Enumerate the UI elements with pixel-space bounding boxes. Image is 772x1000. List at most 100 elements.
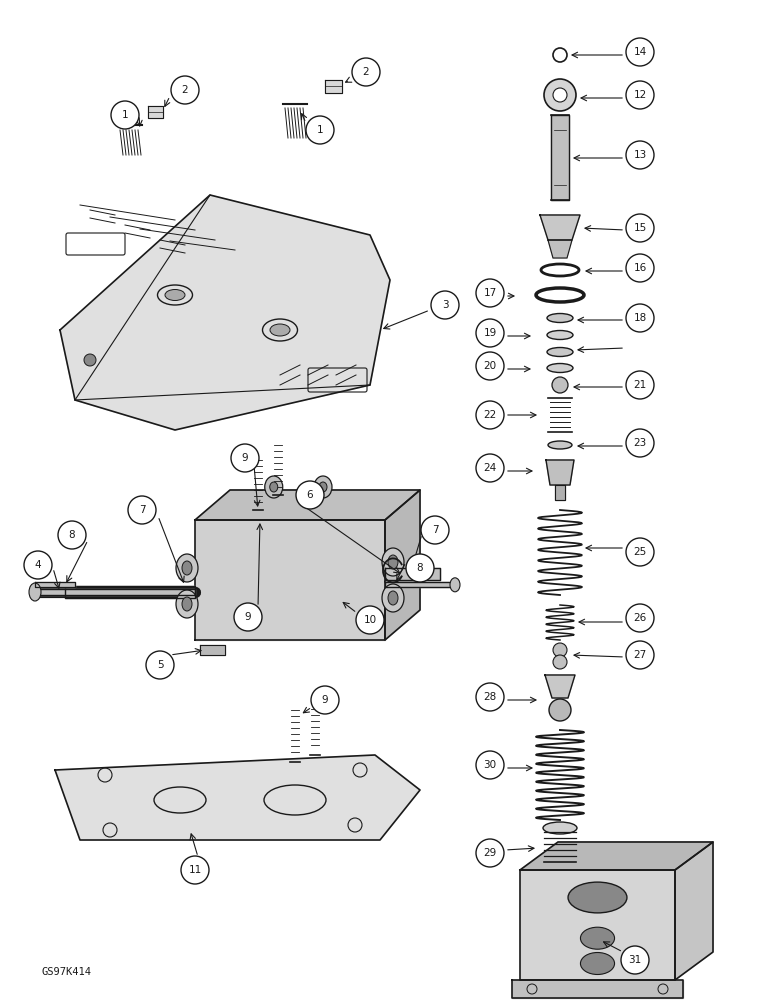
Ellipse shape <box>568 882 627 913</box>
Text: 2: 2 <box>181 85 188 95</box>
Ellipse shape <box>165 290 185 300</box>
Text: 10: 10 <box>364 615 377 625</box>
Text: 1: 1 <box>122 110 128 120</box>
Polygon shape <box>385 490 420 640</box>
Ellipse shape <box>269 482 278 492</box>
Text: 31: 31 <box>628 955 642 965</box>
Ellipse shape <box>547 348 573 357</box>
Text: 14: 14 <box>633 47 647 57</box>
Circle shape <box>311 686 339 714</box>
Polygon shape <box>512 980 683 998</box>
Circle shape <box>128 496 156 524</box>
Polygon shape <box>385 582 455 587</box>
Polygon shape <box>325 80 342 93</box>
Text: 8: 8 <box>417 563 423 573</box>
Circle shape <box>621 946 649 974</box>
Ellipse shape <box>29 583 41 601</box>
Circle shape <box>626 641 654 669</box>
Circle shape <box>476 319 504 347</box>
Polygon shape <box>35 589 195 595</box>
Circle shape <box>476 352 504 380</box>
Circle shape <box>553 643 567 657</box>
Circle shape <box>306 116 334 144</box>
Polygon shape <box>555 485 565 500</box>
Polygon shape <box>551 115 569 200</box>
Ellipse shape <box>182 597 192 611</box>
Circle shape <box>406 554 434 582</box>
Circle shape <box>553 88 567 102</box>
Text: 9: 9 <box>322 695 328 705</box>
Text: 17: 17 <box>483 288 496 298</box>
Text: 12: 12 <box>633 90 647 100</box>
Circle shape <box>352 58 380 86</box>
Circle shape <box>626 538 654 566</box>
Text: 8: 8 <box>69 530 76 540</box>
Polygon shape <box>35 582 75 587</box>
Ellipse shape <box>543 822 577 834</box>
Text: 6: 6 <box>306 490 313 500</box>
Circle shape <box>476 454 504 482</box>
Text: 4: 4 <box>35 560 42 570</box>
Polygon shape <box>65 586 195 598</box>
Text: GS97K414: GS97K414 <box>42 967 92 977</box>
Polygon shape <box>520 870 675 980</box>
Ellipse shape <box>547 363 573 372</box>
Text: 15: 15 <box>633 223 647 233</box>
Circle shape <box>356 606 384 634</box>
Text: 30: 30 <box>483 760 496 770</box>
Circle shape <box>296 481 324 509</box>
Circle shape <box>626 141 654 169</box>
Text: 26: 26 <box>633 613 647 623</box>
Circle shape <box>231 444 259 472</box>
Text: 21: 21 <box>633 380 647 390</box>
Circle shape <box>552 377 568 393</box>
Text: 5: 5 <box>157 660 164 670</box>
Ellipse shape <box>581 952 615 974</box>
Ellipse shape <box>319 482 327 492</box>
Circle shape <box>476 839 504 867</box>
Ellipse shape <box>176 590 198 618</box>
Circle shape <box>234 603 262 631</box>
Polygon shape <box>540 215 580 240</box>
Text: 9: 9 <box>242 453 249 463</box>
Ellipse shape <box>314 476 332 498</box>
Circle shape <box>476 683 504 711</box>
Circle shape <box>111 101 139 129</box>
Ellipse shape <box>382 584 404 612</box>
Text: 19: 19 <box>483 328 496 338</box>
Ellipse shape <box>265 476 283 498</box>
Text: 11: 11 <box>188 865 201 875</box>
Polygon shape <box>675 842 713 980</box>
Text: 1: 1 <box>317 125 323 135</box>
Text: 29: 29 <box>483 848 496 858</box>
Circle shape <box>626 429 654 457</box>
Circle shape <box>626 214 654 242</box>
Circle shape <box>549 699 571 721</box>
Circle shape <box>476 279 504 307</box>
Ellipse shape <box>270 324 290 336</box>
Polygon shape <box>520 842 713 870</box>
Circle shape <box>476 751 504 779</box>
Circle shape <box>146 651 174 679</box>
Ellipse shape <box>547 314 573 322</box>
Ellipse shape <box>176 554 198 582</box>
Ellipse shape <box>548 441 572 449</box>
Ellipse shape <box>547 330 573 340</box>
Text: 25: 25 <box>633 547 647 557</box>
Text: 7: 7 <box>432 525 438 535</box>
Circle shape <box>626 371 654 399</box>
Circle shape <box>431 291 459 319</box>
Circle shape <box>553 655 567 669</box>
Polygon shape <box>546 460 574 485</box>
Circle shape <box>544 79 576 111</box>
Text: 27: 27 <box>633 650 647 660</box>
Ellipse shape <box>450 578 460 592</box>
Circle shape <box>626 81 654 109</box>
Polygon shape <box>545 675 575 698</box>
Text: 22: 22 <box>483 410 496 420</box>
Ellipse shape <box>182 561 192 575</box>
Text: 16: 16 <box>633 263 647 273</box>
Ellipse shape <box>388 591 398 605</box>
Polygon shape <box>385 568 440 580</box>
Text: 28: 28 <box>483 692 496 702</box>
